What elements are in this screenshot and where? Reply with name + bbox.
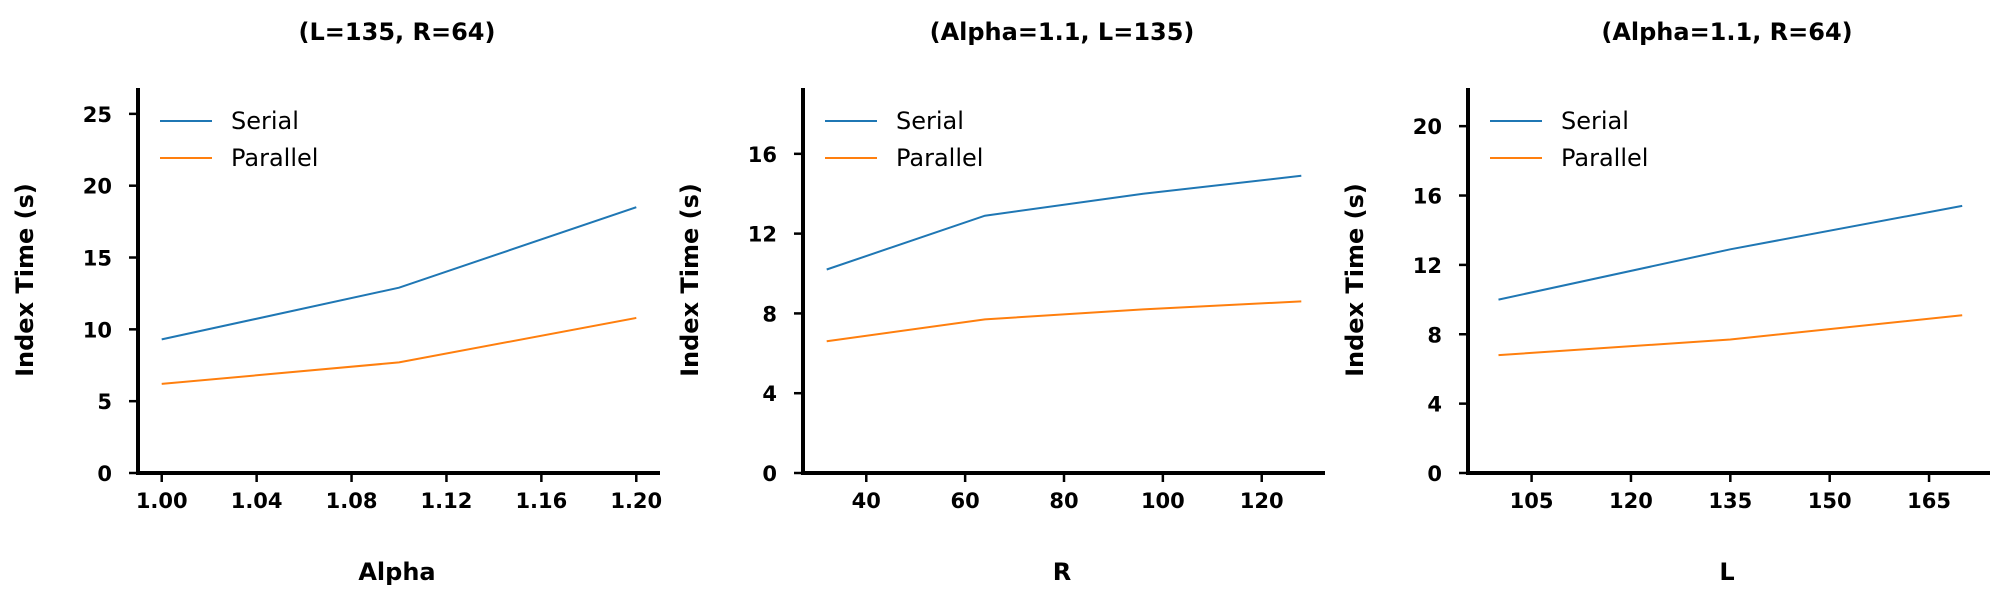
y-tick-label: 0 [97,462,112,486]
subplot-r: (Alpha=1.1, L=135) R Index Time (s) Seri… [676,18,1325,586]
y-tick-label: 25 [83,103,112,127]
x-tick-label: 1.16 [515,489,567,513]
y-tick-label: 12 [1413,254,1442,278]
y-tick-label: 8 [762,302,777,326]
x-tick-label: 165 [1907,489,1951,513]
legend-label-serial: Serial [231,107,299,135]
y-axis-label: Index Time (s) [676,183,704,377]
y-tick-label: 0 [762,462,777,486]
subplot-l: (Alpha=1.1, R=64) L Index Time (s) Seria… [1341,18,1990,586]
series-line-parallel [826,300,1302,343]
legend-label-parallel: Parallel [231,144,318,172]
x-tick-label: 1.04 [231,489,283,513]
y-tick-label: 5 [97,390,112,414]
series-line-parallel [1498,314,1963,357]
x-axis-label: R [1053,558,1071,586]
series-line-parallel [161,316,637,385]
y-tick-label: 12 [748,223,777,247]
subplot-alpha: (L=135, R=64) Alpha Index Time (s) Seria… [11,18,662,586]
x-tick-label: 150 [1808,489,1852,513]
subplot-title: (Alpha=1.1, L=135) [930,18,1195,46]
y-tick-label: 20 [1413,115,1442,139]
y-tick-label: 4 [762,382,777,406]
y-tick-label: 15 [83,247,112,271]
x-tick-label: 120 [1240,489,1284,513]
y-tick-label: 16 [1413,185,1442,209]
y-axis-label: Index Time (s) [1341,183,1369,377]
legend: Serial Parallel [1490,107,1648,172]
x-tick-label: 1.20 [610,489,662,513]
legend-label-parallel: Parallel [1561,144,1648,172]
x-tick-label: 80 [1049,489,1078,513]
y-axis-label: Index Time (s) [11,183,39,377]
x-tick-label: 135 [1708,489,1752,513]
legend: Serial Parallel [160,107,318,172]
x-tick-label: 1.00 [136,489,188,513]
y-tick-label: 20 [83,175,112,199]
subplot-title: (Alpha=1.1, R=64) [1601,18,1852,46]
x-axis-label: Alpha [358,558,435,586]
x-tick-label: 1.12 [421,489,473,513]
legend-label-parallel: Parallel [896,144,983,172]
series-line-serial [1498,204,1963,301]
subplot-title: (L=135, R=64) [299,18,496,46]
x-axis-label: L [1719,558,1734,586]
x-tick-label: 120 [1609,489,1653,513]
y-tick-label: 4 [1427,393,1442,417]
legend-label-serial: Serial [1561,107,1629,135]
y-tick-label: 0 [1427,462,1442,486]
y-tick-label: 16 [748,143,777,167]
x-tick-label: 1.08 [326,489,378,513]
series-line-serial [826,174,1302,271]
x-tick-label: 105 [1510,489,1554,513]
x-tick-label: 60 [951,489,980,513]
x-tick-label: 40 [852,489,881,513]
y-tick-label: 10 [83,318,112,342]
legend: Serial Parallel [825,107,983,172]
legend-label-serial: Serial [896,107,964,135]
y-tick-label: 8 [1427,323,1442,347]
series-line-serial [161,206,637,341]
x-tick-label: 100 [1141,489,1185,513]
